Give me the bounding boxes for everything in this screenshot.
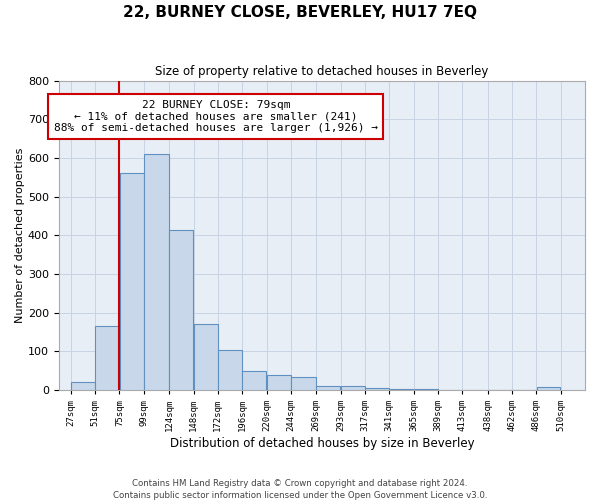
Bar xyxy=(71,382,95,390)
Bar xyxy=(169,230,193,390)
Text: 22, BURNEY CLOSE, BEVERLEY, HU17 7EQ: 22, BURNEY CLOSE, BEVERLEY, HU17 7EQ xyxy=(123,5,477,20)
Bar xyxy=(316,386,340,390)
Bar xyxy=(389,389,413,390)
Bar xyxy=(194,324,218,390)
Bar xyxy=(341,386,365,390)
Title: Size of property relative to detached houses in Beverley: Size of property relative to detached ho… xyxy=(155,65,488,78)
Y-axis label: Number of detached properties: Number of detached properties xyxy=(15,148,25,323)
Bar xyxy=(291,376,316,390)
Bar xyxy=(536,387,560,390)
Bar xyxy=(242,371,266,390)
Text: Contains HM Land Registry data © Crown copyright and database right 2024.
Contai: Contains HM Land Registry data © Crown c… xyxy=(113,478,487,500)
Bar xyxy=(218,350,242,390)
Bar xyxy=(95,326,119,390)
Bar xyxy=(267,374,290,390)
Text: 22 BURNEY CLOSE: 79sqm
← 11% of detached houses are smaller (241)
88% of semi-de: 22 BURNEY CLOSE: 79sqm ← 11% of detached… xyxy=(54,100,378,133)
Bar xyxy=(144,154,169,390)
Bar xyxy=(120,174,143,390)
X-axis label: Distribution of detached houses by size in Beverley: Distribution of detached houses by size … xyxy=(170,437,474,450)
Bar xyxy=(365,388,389,390)
